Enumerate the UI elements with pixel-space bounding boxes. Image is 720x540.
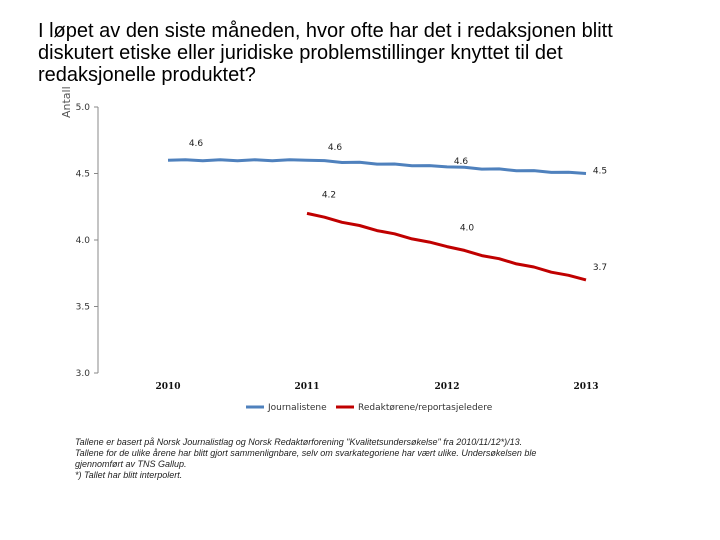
data-label: 4.2 — [322, 190, 336, 200]
y-tick-label: 5.0 — [76, 103, 91, 113]
data-label: 4.0 — [460, 224, 475, 234]
y-tick-label: 4.5 — [76, 170, 90, 180]
data-label: 4.6 — [328, 143, 343, 153]
x-tick-label: 2013 — [573, 382, 598, 392]
series-line-journalistene — [167, 158, 587, 175]
legend-label: Journalistene — [267, 403, 327, 413]
y-tick-label: 4.0 — [76, 236, 91, 246]
y-tick-label: 3.0 — [76, 369, 91, 379]
x-tick-label: 2010 — [155, 382, 180, 392]
footnote-line: gjennomført av TNS Gallup. — [75, 459, 187, 469]
data-label: 4.5 — [593, 167, 607, 177]
data-label: 4.6 — [454, 157, 469, 167]
data-label: 4.6 — [189, 139, 204, 149]
y-tick-label: 3.5 — [76, 303, 90, 313]
x-tick-label: 2012 — [434, 382, 459, 392]
footnote-line: Tallene er basert på Norsk Journalistlag… — [75, 437, 523, 447]
data-label: 3.7 — [593, 263, 607, 273]
chart-title: I løpet av den siste måneden, hvor ofte … — [38, 20, 613, 86]
footnote-line: Tallene for de ulike årene har blitt gjo… — [75, 448, 537, 458]
footnote-line: *) Tallet har blitt interpolert. — [75, 470, 183, 480]
footnote: Tallene er basert på Norsk Journalistlag… — [75, 437, 635, 481]
legend-label: Redaktørene/reportasjeledere — [358, 403, 493, 413]
series-line-redaktorene — [306, 211, 587, 282]
x-tick-label: 2011 — [294, 382, 319, 392]
